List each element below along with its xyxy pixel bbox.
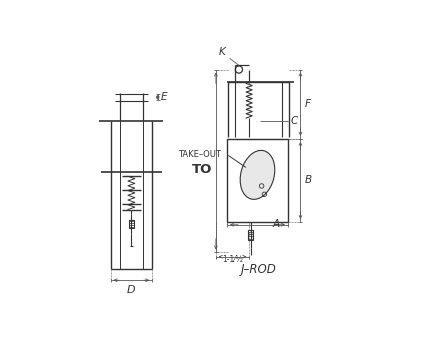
Text: D: D xyxy=(127,285,136,296)
Ellipse shape xyxy=(240,150,275,199)
Text: F: F xyxy=(304,99,311,109)
Text: TAKE–OUT: TAKE–OUT xyxy=(178,150,221,158)
Text: TO: TO xyxy=(192,163,212,176)
Bar xyxy=(128,220,134,228)
Text: E: E xyxy=(160,92,167,102)
Text: 1-1⁄½: 1-1⁄½ xyxy=(222,256,243,265)
Text: J–ROD: J–ROD xyxy=(240,262,276,276)
Text: C: C xyxy=(291,116,298,126)
Text: K: K xyxy=(218,46,225,57)
Text: A: A xyxy=(272,219,279,229)
Bar xyxy=(248,230,253,240)
Text: B: B xyxy=(304,175,312,185)
Bar xyxy=(227,139,288,222)
